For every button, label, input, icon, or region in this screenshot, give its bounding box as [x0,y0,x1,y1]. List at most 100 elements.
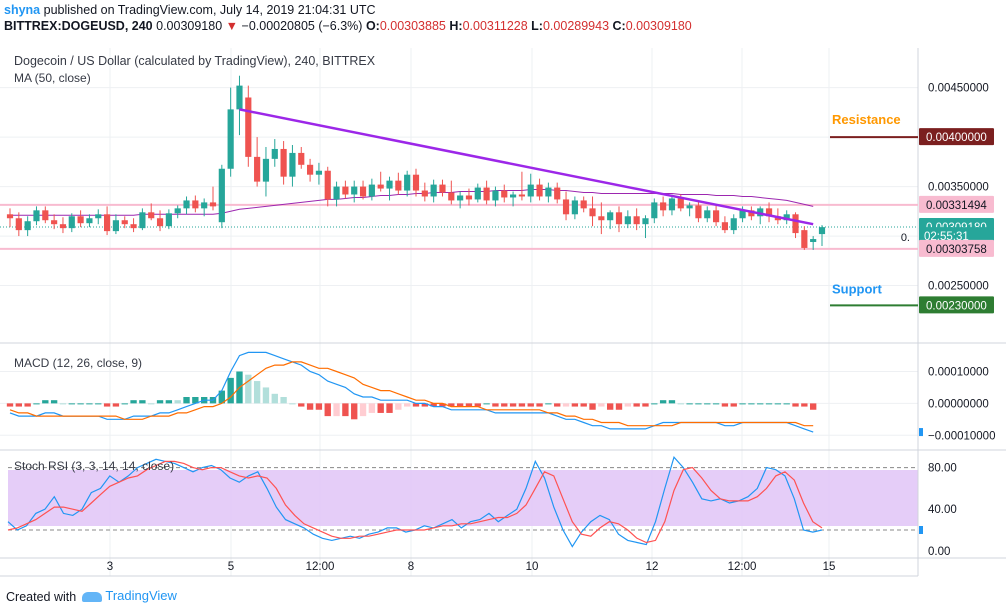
candle-body [721,222,729,231]
stoch-band-fill [8,470,918,526]
macd-histogram-bar [624,403,632,407]
price-tag-ma: 0.00331494 [926,200,987,212]
candle-body [518,194,526,197]
footer-created-with: Created with [6,590,77,604]
publish-line: shyna published on TradingView.com, July… [4,3,376,17]
candle-body [810,239,817,243]
close-label: C: [612,19,626,33]
macd-histogram-bar [289,403,296,405]
candle-body [112,220,120,232]
macd-histogram-bar [342,403,349,417]
candle-body [562,199,570,215]
candle-body [430,184,437,197]
stoch-layer [7,455,823,548]
macd-histogram-bar [668,400,676,404]
axis-labels: 0.00450000 0.00350000 0.00250000 0.00010000… [107,83,996,573]
candle-body [315,170,323,175]
candle-body [545,187,552,197]
macd-histogram-bar [306,403,314,410]
macd-histogram-bar [536,403,543,407]
candle-body [289,152,296,177]
price-axis-tick: 0.00350000 [928,182,989,194]
candle-body [536,184,543,197]
candle-body [24,221,31,231]
macd-histogram-bar [545,403,552,405]
candle-body [474,187,481,200]
publish-text: published on TradingView.com, July 14, 2… [43,3,376,17]
resistance-label: Resistance [832,112,901,127]
macd-histogram-bar [245,374,252,404]
macd-histogram-bar [686,403,693,405]
price-tag-bg [919,195,994,213]
macd-histogram-bar [386,403,393,413]
macd-histogram-bar [165,400,173,404]
price-tags: 0.004000000.003314940.0030918002:55:310.… [919,128,994,534]
candle-body [68,216,75,229]
ma-legend: MA (50, close) [14,71,91,85]
candle-body [580,200,587,209]
macd-histogram-bar [377,403,384,413]
candle-body [615,212,623,225]
stoch-axis-tick: 80.00 [928,463,957,475]
time-axis-tick: 8 [408,561,414,573]
candle-body [103,214,111,232]
low-value: 0.00289943 [542,19,610,33]
macd-histogram-bar [298,403,305,407]
macd-histogram-bar [50,400,58,404]
candle-body [633,216,640,225]
signal-line [9,361,814,427]
macd-histogram-bar [757,403,764,405]
candle-body [306,164,314,175]
stoch-axis-tick: 0.00 [928,546,950,558]
last-price: 0.00309180 [156,19,223,33]
candle-body [209,202,217,207]
macd-end-tag [919,428,923,437]
high-value: 0.00311228 [462,19,528,33]
candle-body [748,210,755,217]
candle-body [465,195,473,200]
macd-histogram-bar [809,403,817,410]
ma-line [10,189,814,216]
macd-axis-tick: −0.00010000 [928,430,995,442]
candle-body [818,227,826,235]
macd-histogram-bar [589,403,596,410]
macd-histogram-bar [571,403,579,407]
change-arrow-icon: ▼ [225,19,239,33]
stoch-legend: Stoch RSI (3, 3, 14, 14, close) [14,459,175,473]
price-tag-bg [919,128,994,146]
candle-body [660,202,667,211]
candle-body [448,192,455,201]
macd-histogram-bar [412,403,420,407]
candle-body [571,200,578,215]
candle-body [783,214,790,221]
candle-body [95,214,102,219]
price-change: −0.00020805 (−6.3%) [241,19,363,33]
candle-body [121,220,128,225]
candle-body [227,109,234,169]
macd-histogram-bar [86,403,93,405]
macd-histogram-bar [130,400,137,404]
price-tag-bg [919,296,994,314]
candle-body [271,148,278,159]
macd-histogram-bar [218,390,226,404]
macd-histogram-bar [606,403,614,410]
tradingview-brand: TradingView [105,588,177,603]
macd-histogram-bar [148,403,155,405]
candle-body [598,216,605,221]
candle-body [368,184,375,197]
macd-histogram-bar [430,403,437,407]
tradingview-logo[interactable]: TradingView [82,588,177,603]
candle-body [280,148,287,177]
macd-histogram-bar [615,403,623,410]
candle-body [589,208,596,217]
candle-body [183,200,190,209]
candle-body [245,97,252,157]
macd-histogram-bar [792,403,799,407]
time-axis-tick: 12:00 [728,561,757,573]
candle-body [457,195,464,201]
author-name[interactable]: shyna [4,3,41,17]
stoch-end-tag [919,526,923,534]
candle-body [730,218,737,231]
ohlc-line: BITTREX:DOGEUSD, 240 0.00309180 ▼ −0.000… [4,19,692,33]
